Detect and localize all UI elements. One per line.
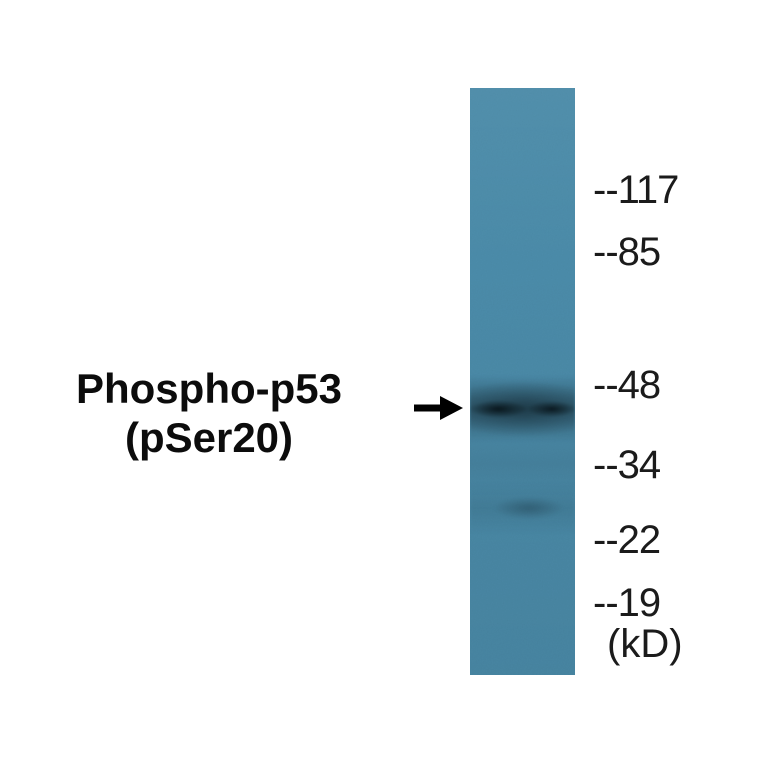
blot-lane xyxy=(470,88,575,675)
lane-noise-texture xyxy=(470,88,575,675)
mw-marker-48: --48 xyxy=(593,363,661,407)
target-label-line1: Phospho-p53 xyxy=(75,365,342,412)
target-label: Phospho-p53 (pSer20) xyxy=(52,364,366,462)
kd-unit-label: (kD) xyxy=(607,622,683,666)
right-arrow-icon xyxy=(414,396,463,420)
mw-marker-34: --34 xyxy=(593,443,661,487)
target-label-line2: (pSer20) xyxy=(124,414,294,461)
mw-marker-19: --19 xyxy=(593,581,661,625)
mw-marker-22: --22 xyxy=(593,518,661,562)
mw-marker-85: --85 xyxy=(593,230,661,274)
mw-marker-117: --117 xyxy=(593,168,679,212)
